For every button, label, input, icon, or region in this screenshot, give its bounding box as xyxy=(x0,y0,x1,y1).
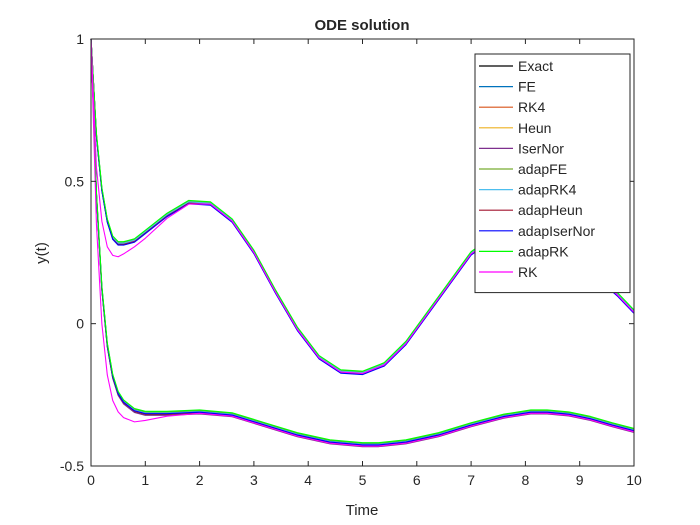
legend-label: adapRK xyxy=(518,243,569,259)
legend-label: RK4 xyxy=(518,99,545,115)
x-tick-label: 1 xyxy=(141,472,149,488)
x-tick-label: 2 xyxy=(196,472,204,488)
x-tick-label: 3 xyxy=(250,472,258,488)
x-axis-label: Time xyxy=(346,502,379,519)
legend-label: Heun xyxy=(518,120,551,136)
series-line-adapisernor-lower xyxy=(90,38,635,446)
legend-label: adapHeun xyxy=(518,202,583,218)
y-tick-label: -0.5 xyxy=(60,458,84,474)
x-tick-label: 7 xyxy=(467,472,475,488)
y-tick-label: 0.5 xyxy=(65,173,85,189)
x-tick-label: 9 xyxy=(576,472,584,488)
legend-label: RK xyxy=(518,264,538,280)
y-axis-label: y(t) xyxy=(33,242,50,264)
chart-title: ODE solution xyxy=(315,17,410,34)
x-tick-label: 8 xyxy=(522,472,530,488)
legend-label: adapRK4 xyxy=(518,182,577,198)
series-line-adaprk-lower xyxy=(90,38,635,444)
x-tick-label: 5 xyxy=(359,472,367,488)
x-tick-label: 6 xyxy=(413,472,421,488)
legend: Exact FE RK4 Heun IserNor adapFE adapRK4 adapHe… xyxy=(474,53,631,294)
legend-box xyxy=(474,53,631,294)
legend-label: FE xyxy=(518,79,536,95)
y-tick-label: 1 xyxy=(76,31,84,47)
legend-label: IserNor xyxy=(518,140,564,156)
legend-label: Exact xyxy=(518,58,553,74)
series-line-rk-lower xyxy=(90,38,635,447)
x-tick-label: 4 xyxy=(304,472,312,488)
x-tick-label: 10 xyxy=(626,472,642,488)
y-tick-label: 0 xyxy=(76,316,84,332)
legend-label: adapFE xyxy=(518,161,567,177)
x-axis: 0 1 2 3 4 5 6 7 8 9 10 xyxy=(87,39,642,488)
x-tick-label: 0 xyxy=(87,472,95,488)
y-axis: -0.5 0 0.5 1 xyxy=(60,31,634,474)
legend-label: adapIserNor xyxy=(518,223,595,239)
